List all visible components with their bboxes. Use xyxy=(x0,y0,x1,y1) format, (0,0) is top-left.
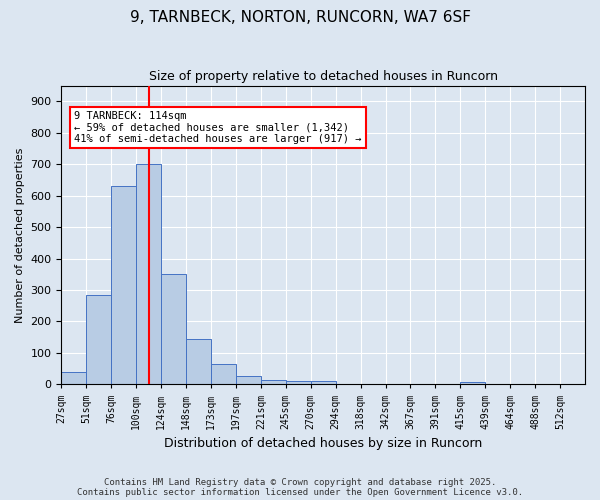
Bar xyxy=(111,186,136,384)
Bar xyxy=(61,372,86,384)
Bar xyxy=(211,364,236,384)
Bar xyxy=(460,382,485,384)
Text: Contains HM Land Registry data © Crown copyright and database right 2025.
Contai: Contains HM Land Registry data © Crown c… xyxy=(77,478,523,497)
Bar xyxy=(161,274,186,384)
Text: 9 TARNBECK: 114sqm
← 59% of detached houses are smaller (1,342)
41% of semi-deta: 9 TARNBECK: 114sqm ← 59% of detached hou… xyxy=(74,110,362,144)
Bar xyxy=(261,380,286,384)
Title: Size of property relative to detached houses in Runcorn: Size of property relative to detached ho… xyxy=(149,70,498,83)
Bar xyxy=(136,164,161,384)
Text: 9, TARNBECK, NORTON, RUNCORN, WA7 6SF: 9, TARNBECK, NORTON, RUNCORN, WA7 6SF xyxy=(130,10,470,25)
Bar xyxy=(311,381,335,384)
Y-axis label: Number of detached properties: Number of detached properties xyxy=(15,148,25,322)
X-axis label: Distribution of detached houses by size in Runcorn: Distribution of detached houses by size … xyxy=(164,437,482,450)
Bar xyxy=(236,376,261,384)
Bar xyxy=(286,381,311,384)
Bar xyxy=(186,340,211,384)
Bar xyxy=(86,296,111,384)
